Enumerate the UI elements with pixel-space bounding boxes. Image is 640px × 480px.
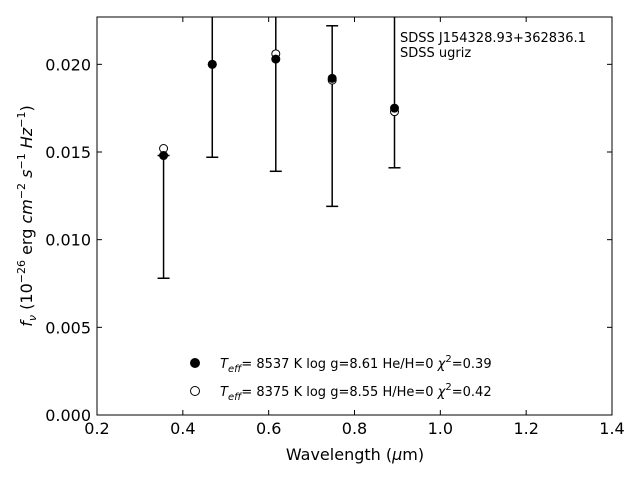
x-tick-label: 0.8 xyxy=(342,419,367,438)
legend-entry-h: Teff= 8375 K log g=8.55 H/He=0 χ2=0.42 xyxy=(220,382,492,403)
legend-entry-he: Teff= 8537 K log g=8.61 He/H=0 χ2=0.39 xyxy=(220,354,492,375)
plot-area xyxy=(96,16,613,416)
point-he xyxy=(327,73,337,83)
x-tick-label: 0.6 xyxy=(256,419,281,438)
x-tick-label: 1.0 xyxy=(428,419,453,438)
y-axis-title: fν (10−26 erg cm−2 s−1 Hz−1) xyxy=(15,105,39,326)
x-tick-label: 1.4 xyxy=(599,419,624,438)
legend-marker-filled xyxy=(190,358,200,368)
y-tick-label: 0.000 xyxy=(45,406,91,425)
x-axis-title: Wavelength (μm) xyxy=(286,445,424,464)
legend: Teff= 8537 K log g=8.61 He/H=0 χ2=0.39 T… xyxy=(190,354,492,403)
data-points xyxy=(159,49,399,161)
error-bars xyxy=(157,17,401,279)
point-he xyxy=(389,103,399,113)
object-name: SDSS J154328.93+362836.1 xyxy=(400,31,586,46)
point-he xyxy=(159,151,169,161)
y-axis: 0.000 0.005 0.010 0.015 0.020 xyxy=(45,55,612,425)
y-tick-label: 0.015 xyxy=(45,143,91,162)
x-tick-label: 0.4 xyxy=(170,419,195,438)
point-he xyxy=(271,54,281,64)
legend-marker-open xyxy=(190,386,200,396)
x-axis: 0.2 0.4 0.6 0.8 1.0 1.2 1.4 xyxy=(84,17,625,438)
y-tick-label: 0.005 xyxy=(45,318,91,337)
y-tick-label: 0.020 xyxy=(45,55,91,74)
photometry-system: SDSS ugriz xyxy=(400,46,471,61)
y-tick-label: 0.010 xyxy=(45,231,91,250)
point-he xyxy=(207,59,217,69)
x-tick-label: 1.2 xyxy=(513,419,538,438)
x-tick-label: 0.2 xyxy=(84,419,109,438)
plot-frame xyxy=(96,16,613,416)
